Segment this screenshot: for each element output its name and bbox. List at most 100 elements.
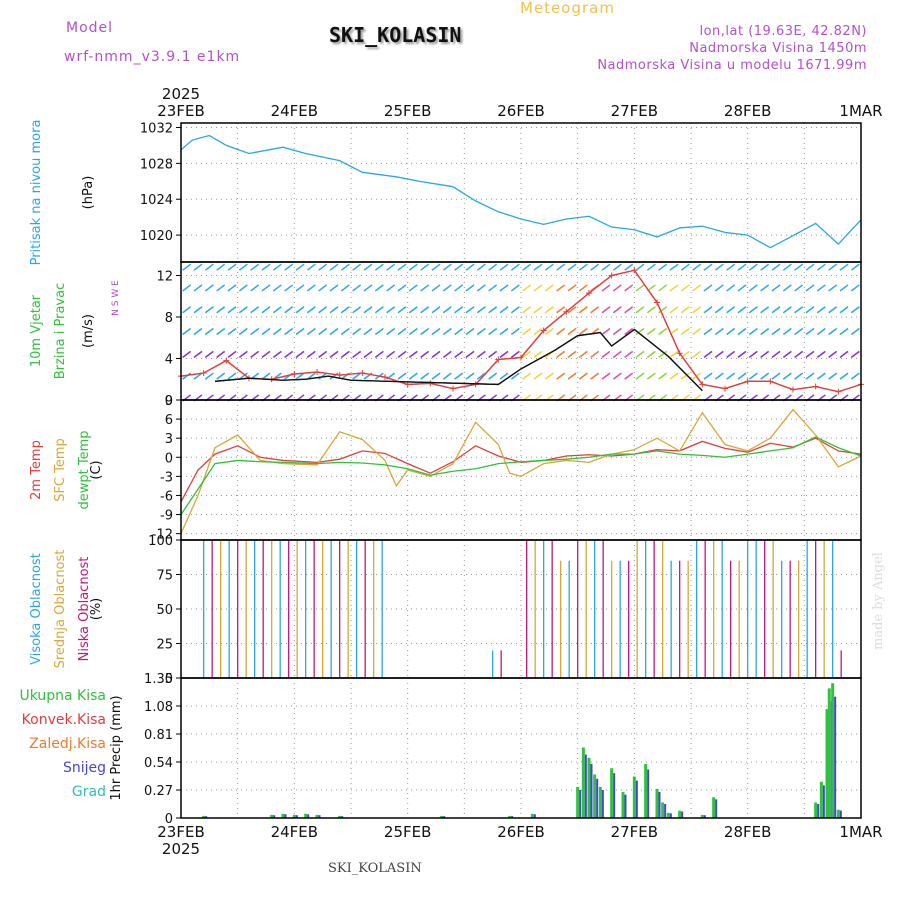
wind-barb	[204, 306, 214, 314]
wind-barb	[692, 306, 702, 314]
wind-barb	[442, 284, 452, 292]
wind-barb	[329, 284, 339, 292]
snow-bar	[284, 814, 287, 818]
wind-barb	[306, 350, 316, 358]
snow-bar	[590, 763, 593, 818]
wind-barb	[465, 284, 475, 292]
y-tick-label: -9	[160, 509, 173, 524]
wind-barb	[182, 350, 192, 358]
wind-barb	[227, 306, 237, 314]
wind-barb	[272, 284, 282, 292]
wind-barb	[556, 372, 566, 380]
y-tick-label: 1028	[140, 157, 173, 172]
wind-barb	[590, 306, 600, 314]
wind-barb	[692, 350, 702, 358]
wind-barb	[488, 327, 498, 336]
wind-barb	[805, 306, 815, 314]
wind-barb	[238, 263, 248, 271]
wind-barb	[748, 263, 758, 271]
wind-barb	[794, 284, 804, 292]
wind-barb	[737, 284, 747, 292]
snow-bar	[511, 816, 514, 818]
wind-barb	[533, 327, 543, 336]
wind-barb	[612, 327, 622, 336]
wind-barb	[816, 306, 826, 314]
wind-barb	[261, 263, 271, 271]
wind-barb	[227, 284, 237, 292]
wind-barb	[329, 327, 339, 336]
cloud-ylabel: (%)	[89, 598, 104, 621]
wind-barb	[182, 327, 192, 336]
wind-barb	[216, 327, 226, 336]
wind-barb	[204, 284, 214, 292]
wind-barb	[578, 284, 588, 292]
wind-barb	[635, 284, 645, 292]
wind-barb	[522, 284, 532, 292]
precip-bar	[644, 764, 648, 818]
wind-barb	[771, 350, 781, 358]
wind-barb	[669, 306, 679, 314]
wind-barb	[204, 372, 214, 380]
wind-barb	[476, 284, 486, 292]
wind-barb	[601, 350, 611, 358]
wind-barb	[578, 306, 588, 314]
wind-barb	[510, 327, 520, 336]
wind-barb	[760, 263, 770, 271]
y-tick-label: 0	[165, 672, 173, 687]
wind-barb	[363, 327, 373, 336]
precip-bar	[508, 815, 512, 818]
snow-bar	[601, 790, 604, 818]
wind-barb	[816, 327, 826, 336]
pressure-series-0	[180, 134, 862, 249]
precip-bar	[819, 781, 823, 818]
wind-barb	[782, 327, 792, 336]
wind-barb	[431, 284, 441, 292]
wind-barb	[318, 284, 328, 292]
wind-barb	[850, 284, 860, 292]
wind-barb	[658, 372, 668, 380]
wind-barb	[578, 372, 588, 380]
wind-barb	[295, 350, 305, 358]
wind-barb	[431, 263, 441, 271]
wind-barb	[204, 327, 214, 336]
wind-barb	[204, 350, 214, 358]
wind-barb	[544, 327, 554, 336]
wind-barb	[499, 327, 509, 336]
wind-barb	[272, 350, 282, 358]
wind-barb	[556, 350, 566, 358]
precip-legend-item: Konvek.Kisa	[22, 712, 106, 728]
wind-barb	[386, 327, 396, 336]
wind-barb	[454, 263, 464, 271]
wind-barb	[680, 263, 690, 271]
y-tick-label: 75	[156, 569, 173, 584]
wind-barb	[454, 306, 464, 314]
wind-barb	[624, 350, 634, 358]
snow-bar	[664, 804, 667, 818]
y-tick-label: 0	[165, 812, 173, 827]
wind-barb	[782, 372, 792, 380]
wind-barb	[544, 372, 554, 380]
wind-barb	[703, 372, 713, 380]
wind-barb	[510, 350, 520, 358]
wind-barb	[340, 284, 350, 292]
wind-barb	[204, 263, 214, 271]
wind-barb	[760, 350, 770, 358]
x-date-top: 28FEB	[724, 102, 771, 120]
y-tick-label: 25	[156, 638, 173, 653]
footer-title: SKI_KOLASIN	[328, 861, 422, 876]
wind-barb	[601, 284, 611, 292]
wind-barb	[816, 263, 826, 271]
wind-barb	[805, 327, 815, 336]
snow-bar	[584, 754, 587, 818]
wind-barb	[828, 327, 838, 336]
wind-barb	[306, 306, 316, 314]
x-date-bottom: 28FEB	[724, 823, 771, 841]
wind-barb	[748, 327, 758, 336]
pressure-ylabel: Pritisak na nivou mora	[29, 120, 44, 266]
model-label: Model	[66, 20, 114, 36]
wind-barb	[850, 263, 860, 271]
snow-bar	[341, 816, 344, 818]
wind-barb	[816, 372, 826, 380]
